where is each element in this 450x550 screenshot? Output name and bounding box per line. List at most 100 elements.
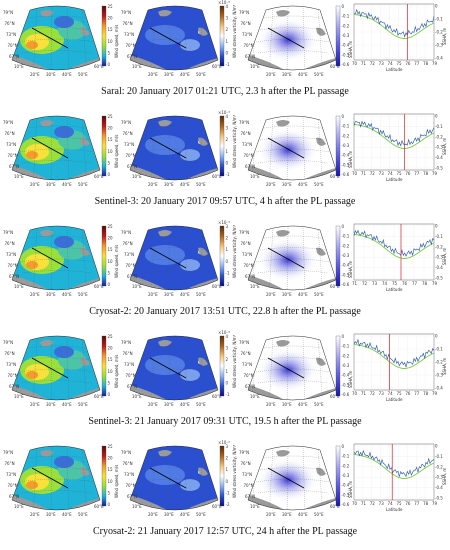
y-tick-label: 0 <box>435 334 438 339</box>
colorbar-tick: 0 <box>108 392 111 397</box>
lat-label: 70°N <box>8 483 18 488</box>
y-tick-label: -0.3 <box>435 145 443 150</box>
y-tick-label: -0.3 <box>435 255 443 260</box>
ssha-map: 79°N 76°N 73°N 70°N 67°N 10°E 20°E 30°E 40°E 50°E… <box>239 114 353 187</box>
colorbar-tick: 10 <box>108 259 114 264</box>
model-curve <box>353 343 435 369</box>
x-tick-label: 79 <box>432 391 438 396</box>
ssha-profile-chart: 70 71 72 73 74 75 76 77 78 79 0 -0.1 -0.2 -0.3 -0.4 -0.… <box>352 114 447 183</box>
x-tick-label: 79 <box>432 171 438 176</box>
vorticity-map: 79°N 76°N 73°N 70°N 67°N 10°E 20°E 30°E 40°E 50°E… <box>121 330 237 407</box>
colorbar-tick: 3 <box>226 444 229 449</box>
lon-label: 30°E <box>282 182 292 187</box>
lon-label: 50°E <box>78 182 88 187</box>
colorbar-tick: -0.6 <box>342 282 350 287</box>
lat-label: 67°N <box>245 494 255 499</box>
colorbar-tick: 4 <box>226 114 229 119</box>
colorbar <box>219 115 225 177</box>
lon-label: 40°E <box>180 402 190 407</box>
lat-label: 79°N <box>239 450 249 455</box>
y-tick-label: -0.5 <box>435 276 443 281</box>
lat-label: 76°N <box>5 21 15 26</box>
satellite-track <box>149 467 187 489</box>
x-tick-label: 76 <box>402 281 408 286</box>
x-tick-label: 73 <box>379 391 385 396</box>
y-tick-label: -0.3 <box>435 475 443 480</box>
lat-label: 76°N <box>123 21 133 26</box>
colorbar <box>335 5 341 67</box>
lat-label: 67°N <box>9 164 19 169</box>
colorbar-tick: 4 <box>226 4 229 9</box>
colorbar-tick: -0.6 <box>342 392 350 397</box>
y-tick-label: -0.2 <box>435 244 443 249</box>
x-tick-label: 76 <box>405 171 411 176</box>
x-tick-label: 72 <box>370 171 376 176</box>
map-border <box>129 5 219 71</box>
colorbar <box>335 445 341 507</box>
lon-label: 10°E <box>14 394 24 399</box>
ssha-map: 79°N 76°N 73°N 70°N 67°N 10°E 20°E 30°E 40°E 50°E… <box>239 224 353 297</box>
colorbar-tick: -0.2 <box>342 353 350 358</box>
lon-label: 10°E <box>132 64 142 69</box>
colorbar-tick: 2 <box>226 357 229 362</box>
x-tick-label: 72 <box>370 61 376 66</box>
lon-label: 60°E <box>94 174 104 179</box>
model-curve <box>353 123 435 149</box>
map-border <box>129 445 219 511</box>
colorbar-tick: 2 <box>226 137 229 142</box>
y-tick-label: -0.2 <box>435 464 443 469</box>
lon-label: 10°E <box>132 504 142 509</box>
y-tick-label: -0.1 <box>435 347 443 352</box>
figure-row: 79°N 76°N 73°N 70°N 67°N 10°E 20°E 30°E 40°E 50°E… <box>0 330 450 440</box>
lon-label: 20°E <box>266 182 276 187</box>
colorbar-tick: 0 <box>342 114 345 119</box>
lat-label: 73°N <box>242 32 252 37</box>
colorbar-tick: -0.1 <box>342 344 350 349</box>
x-tick-label: 71 <box>361 391 367 396</box>
colorbar-tick: 20 <box>108 346 114 351</box>
lon-label: 20°E <box>30 402 40 407</box>
lat-label: 67°N <box>245 384 255 389</box>
lon-label: 40°E <box>180 512 190 517</box>
colorbar-label: Wind stress vorticity, N/m³ <box>232 4 237 58</box>
lon-label: 20°E <box>30 512 40 517</box>
colorbar-tick: -0.3 <box>342 473 350 478</box>
lon-label: 40°E <box>298 402 308 407</box>
x-tick-label: 70 <box>352 171 358 176</box>
colorbar-tick: 0 <box>226 479 229 484</box>
x-tick-label: 74 <box>388 61 394 66</box>
lat-label: 73°N <box>124 362 134 367</box>
vorticity-map: 79°N 76°N 73°N 70°N 67°N 10°E 20°E 30°E 40°E 50°E… <box>121 220 237 297</box>
colorbar <box>335 335 341 397</box>
satellite-track <box>149 137 187 159</box>
x-axis-label: Latitude <box>386 177 403 182</box>
x-tick-label: 76 <box>405 391 411 396</box>
lon-label: 10°E <box>250 394 260 399</box>
colorbar-tick: 1 <box>226 39 229 44</box>
lat-label: 79°N <box>239 340 249 345</box>
colorbar-tick: -0.3 <box>342 253 350 258</box>
colorbar-label: SSHA, m <box>348 481 353 498</box>
colorbar-tick: -1 <box>226 490 230 495</box>
model-curve <box>353 453 435 479</box>
colorbar-tick: 20 <box>108 16 114 21</box>
colorbar-tick: -0.4 <box>342 483 350 488</box>
lon-label: 40°E <box>298 182 308 187</box>
colorbar-label: Wind stress vorticity, N/m³ <box>232 224 237 278</box>
colorbar-tick: 5 <box>108 50 111 55</box>
x-tick-label: 75 <box>396 501 402 506</box>
lat-label: 73°N <box>124 252 134 257</box>
vorticity-map: 79°N 76°N 73°N 70°N 67°N 10°E 20°E 30°E 40°E 50°E… <box>121 440 237 517</box>
lon-label: 30°E <box>46 292 56 297</box>
lat-label: 76°N <box>241 21 251 26</box>
satellite-track <box>149 27 187 49</box>
lat-label: 73°N <box>6 252 16 257</box>
lon-label: 40°E <box>180 182 190 187</box>
colorbar-tick: -0.2 <box>342 133 350 138</box>
lat-label: 70°N <box>126 373 136 378</box>
lon-label: 30°E <box>164 292 174 297</box>
satellite-track <box>31 27 69 49</box>
lat-label: 73°N <box>124 32 134 37</box>
colorbar-label: Wind stress vorticity, N/m³ <box>232 444 237 498</box>
colorbar-tick: -0.6 <box>342 172 350 177</box>
